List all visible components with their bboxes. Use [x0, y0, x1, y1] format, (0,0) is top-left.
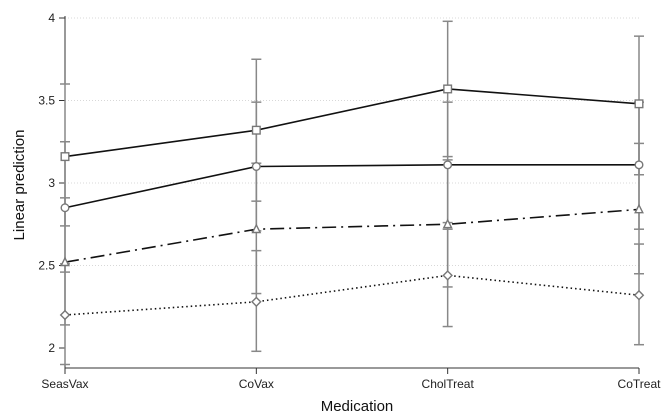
- data-point-triangle: [634, 203, 644, 214]
- x-tick-label: CoTreat: [618, 377, 662, 391]
- data-point-square: [443, 84, 453, 94]
- y-axis-title: Linear prediction: [11, 130, 28, 241]
- grid-lines: [65, 17, 639, 266]
- data-point-square: [251, 125, 261, 135]
- data-point-diamond: [59, 309, 71, 321]
- y-tick-label: 3.5: [38, 94, 55, 108]
- series-line-circle: [64, 164, 639, 209]
- y-tick-label: 2: [48, 341, 55, 355]
- x-axis-title: Medication: [321, 398, 394, 415]
- series-markers: [59, 84, 645, 321]
- series-lines: [64, 88, 640, 316]
- axes: 2 2.5 3 3.5 4 SeasVax CoVax CholTreat CoTreat: [38, 11, 661, 391]
- y-tick-label: 3: [48, 176, 55, 190]
- x-tick-label: CholTreat: [422, 377, 475, 391]
- y-tick-label: 2.5: [38, 259, 55, 273]
- error-bars: [60, 20, 644, 366]
- y-tick-label: 4: [48, 11, 55, 25]
- data-point-circle: [60, 203, 70, 213]
- data-point-circle: [251, 161, 261, 171]
- data-point-diamond: [633, 289, 645, 301]
- series-line-square: [64, 88, 640, 158]
- series-line-diamond: [64, 274, 640, 316]
- data-point-square: [60, 152, 70, 162]
- x-tick-label: SeasVax: [41, 377, 88, 391]
- data-point-square: [634, 99, 644, 109]
- data-point-diamond: [442, 270, 453, 281]
- data-point-triangle: [442, 218, 453, 229]
- series-line-triangle: [64, 208, 640, 263]
- data-point-triangle: [60, 256, 70, 267]
- data-point-circle: [634, 160, 644, 170]
- data-point-diamond: [251, 296, 262, 308]
- data-point-triangle: [251, 223, 262, 234]
- data-point-circle: [443, 160, 453, 170]
- x-tick-label: CoVax: [239, 377, 274, 391]
